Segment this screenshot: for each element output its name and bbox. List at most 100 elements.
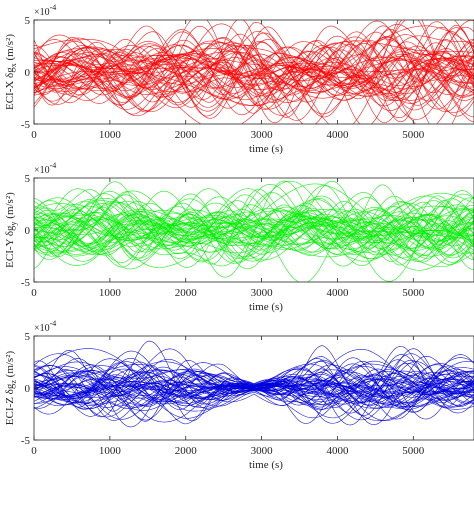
x-tick-label: 0 — [31, 445, 37, 457]
series-line — [34, 204, 474, 263]
x-axis-label: time (s) — [249, 143, 283, 155]
series-line — [34, 40, 474, 108]
series-line — [34, 190, 474, 257]
x-tick-label: 0 — [31, 287, 37, 299]
series-group — [34, 340, 474, 428]
series-line — [34, 195, 474, 261]
series-line — [34, 215, 474, 243]
series-line — [34, 25, 474, 119]
y-exponent-label: ×10-4 — [34, 161, 56, 176]
y-tick-label: 0 — [25, 67, 31, 79]
y-axis-label: ECI-Z δgz (m/s²) — [4, 350, 18, 425]
series-line — [34, 20, 474, 116]
series-line — [34, 180, 474, 265]
series-line — [34, 200, 474, 246]
y-tick-label: -5 — [21, 277, 31, 289]
series-line — [34, 53, 474, 97]
x-axis-label: time (s) — [249, 301, 283, 313]
series-line — [34, 365, 474, 419]
y-exponent-label: ×10-4 — [34, 3, 56, 18]
series-line — [34, 40, 474, 124]
series-line — [34, 220, 474, 253]
series-line — [34, 197, 474, 262]
series-line — [34, 201, 474, 246]
x-tick-label: 4000 — [326, 287, 349, 299]
x-tick-label: 1000 — [99, 129, 122, 141]
y-tick-label: 5 — [25, 331, 31, 343]
series-line — [34, 181, 474, 259]
series-group — [34, 180, 474, 282]
series-line — [34, 208, 474, 271]
series-line — [34, 44, 474, 102]
series-line — [34, 357, 474, 416]
series-line — [34, 191, 474, 255]
series-line — [34, 348, 474, 424]
series-line — [34, 345, 474, 422]
series-line — [34, 185, 474, 263]
y-tick-label: 0 — [25, 383, 31, 395]
series-line — [34, 53, 474, 113]
series-line — [34, 48, 474, 96]
series-line — [34, 51, 474, 110]
series-line — [34, 204, 474, 263]
x-tick-label: 1000 — [99, 445, 122, 457]
y-tick-label: 5 — [25, 173, 31, 185]
series-line — [34, 26, 474, 107]
series-line — [34, 25, 474, 124]
series-line — [34, 183, 474, 262]
series-line — [34, 355, 474, 428]
series-line — [34, 23, 474, 124]
x-axis-label: time (s) — [249, 459, 283, 471]
series-line — [34, 205, 474, 265]
series-line — [34, 39, 474, 101]
series-line — [34, 361, 474, 407]
series-line — [34, 207, 474, 255]
series-line — [34, 214, 474, 239]
series-line — [34, 40, 474, 89]
x-tick-label: 3000 — [251, 129, 274, 141]
series-line — [34, 349, 474, 410]
x-tick-label: 4000 — [326, 129, 349, 141]
y-exponent-label: ×10-4 — [34, 319, 56, 334]
series-group — [34, 20, 474, 124]
series-line — [34, 38, 474, 117]
series-line — [34, 206, 474, 258]
x-tick-label: 5000 — [402, 445, 425, 457]
series-line — [34, 42, 474, 105]
series-line — [34, 20, 474, 117]
series-line — [34, 208, 474, 256]
series-line — [34, 52, 474, 106]
x-tick-label: 1000 — [99, 287, 122, 299]
x-tick-label: 3000 — [251, 445, 274, 457]
x-tick-label: 2000 — [175, 129, 198, 141]
x-tick-label: 5000 — [402, 129, 425, 141]
series-line — [34, 202, 474, 240]
y-axis-label: ECI-X δgx (m/s²) — [4, 34, 18, 110]
y-axis-label: ECI-Y δgy (m/s²) — [4, 192, 18, 268]
x-tick-label: 2000 — [175, 287, 198, 299]
series-line — [34, 358, 474, 415]
series-line — [34, 52, 474, 96]
series-line — [34, 20, 474, 103]
series-line — [34, 25, 474, 124]
series-line — [34, 359, 474, 425]
series-line — [34, 180, 474, 278]
x-tick-label: 5000 — [402, 287, 425, 299]
series-line — [34, 356, 474, 409]
series-line — [34, 26, 474, 107]
series-line — [34, 39, 474, 123]
series-line — [34, 180, 474, 270]
y-tick-label: 0 — [25, 225, 31, 237]
series-line — [34, 197, 474, 282]
x-tick-label: 4000 — [326, 445, 349, 457]
series-line — [34, 354, 474, 426]
series-line — [34, 212, 474, 268]
series-line — [34, 31, 474, 115]
x-tick-label: 0 — [31, 129, 37, 141]
series-line — [34, 190, 474, 256]
x-tick-label: 3000 — [251, 287, 274, 299]
